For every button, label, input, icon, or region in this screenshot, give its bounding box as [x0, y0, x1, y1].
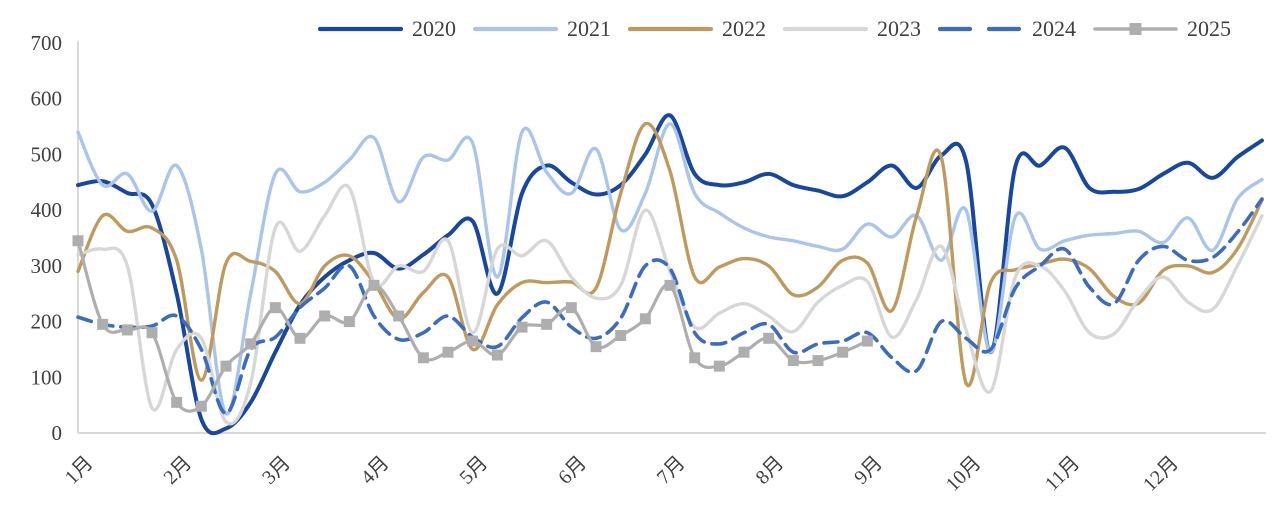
data-point-marker — [220, 360, 232, 372]
x-axis-tick-label: 7月 — [653, 452, 690, 489]
x-axis-tick-label: 5月 — [455, 452, 492, 489]
data-point-marker — [787, 355, 799, 367]
x-axis-tick-label: 8月 — [751, 452, 788, 489]
x-axis-tick-label: 4月 — [357, 452, 394, 489]
y-axis-tick-label: 500 — [31, 142, 63, 166]
data-point-marker — [343, 316, 355, 328]
data-point-marker — [541, 318, 553, 330]
data-point-marker — [442, 346, 454, 358]
legend-line-sample — [1093, 23, 1178, 35]
series-line-2021 — [76, 122, 1264, 416]
x-axis-tick-label: 9月 — [850, 452, 887, 489]
data-point-marker — [713, 360, 725, 372]
data-point-marker — [565, 302, 577, 314]
legend-item-2021: 2021 — [473, 16, 628, 42]
data-point-marker — [516, 321, 528, 333]
data-point-marker — [763, 332, 775, 344]
series-line-2024 — [76, 197, 1264, 416]
data-point-marker — [615, 330, 627, 341]
data-point-marker — [393, 310, 405, 322]
x-axis-tick-label: 10月 — [942, 452, 986, 496]
y-axis-tick-label: 700 — [31, 31, 63, 55]
y-axis-tick-label: 100 — [31, 365, 63, 389]
data-point-marker — [738, 346, 750, 358]
legend-item-2020: 2020 — [318, 16, 473, 42]
y-axis-tick-label: 300 — [31, 254, 63, 278]
data-point-marker — [837, 346, 849, 358]
legend-label: 2022 — [722, 16, 766, 41]
data-point-marker — [245, 338, 257, 350]
legend-line-sample — [318, 26, 403, 32]
legend-label: 2025 — [1187, 16, 1231, 41]
legend-item-2022: 2022 — [628, 16, 783, 42]
data-point-marker — [319, 310, 331, 322]
data-point-marker — [97, 318, 109, 330]
legend-line-sample — [783, 26, 868, 32]
x-axis-tick-label: 1月 — [61, 452, 98, 489]
data-point-marker — [121, 324, 133, 336]
series-line-2022 — [76, 122, 1264, 388]
x-axis-tick-label: 12月 — [1139, 452, 1183, 496]
legend-item-2024: 2024 — [938, 16, 1093, 42]
legend-label: 2021 — [567, 16, 611, 41]
data-point-marker — [269, 302, 281, 314]
data-point-marker — [812, 355, 824, 367]
data-point-marker — [467, 335, 479, 347]
legend-label: 2020 — [412, 16, 456, 41]
x-axis-tick-label: 3月 — [258, 452, 295, 489]
legend-item-2023: 2023 — [783, 16, 938, 42]
data-point-marker — [146, 327, 158, 339]
series-line-2020 — [76, 113, 1264, 436]
data-point-marker — [195, 400, 207, 412]
legend-line-sample — [473, 26, 558, 32]
data-point-marker — [368, 279, 380, 291]
legend-marker-square — [1129, 23, 1142, 35]
data-point-marker — [72, 235, 84, 247]
series-line-2025 — [76, 239, 869, 413]
data-point-marker — [861, 335, 873, 347]
y-axis-tick-label: 0 — [52, 421, 63, 445]
legend-label: 2024 — [1032, 16, 1076, 41]
data-point-marker — [590, 341, 602, 353]
y-axis-tick-label: 400 — [31, 198, 63, 222]
legend-item-2025: 2025 — [1093, 16, 1248, 42]
data-point-marker — [294, 332, 306, 344]
legend: 2020 2021 2022 2023 2024 2025 — [318, 16, 1248, 42]
x-axis-tick-label: 6月 — [554, 452, 591, 489]
legend-label: 2023 — [877, 16, 921, 41]
y-axis-tick-label: 200 — [31, 310, 63, 334]
data-point-marker — [639, 313, 651, 325]
data-point-marker — [689, 352, 701, 364]
y-axis-tick-label: 600 — [31, 87, 63, 111]
data-point-marker — [491, 349, 503, 361]
data-point-marker — [664, 279, 676, 291]
series-line-2023 — [76, 183, 1264, 426]
data-point-marker — [171, 396, 183, 408]
legend-line-sample — [628, 26, 713, 32]
x-axis-tick-label: 11月 — [1041, 452, 1084, 495]
x-axis-tick-label: 2月 — [159, 452, 196, 489]
legend-line-sample — [938, 26, 1023, 32]
data-point-marker — [417, 352, 429, 364]
